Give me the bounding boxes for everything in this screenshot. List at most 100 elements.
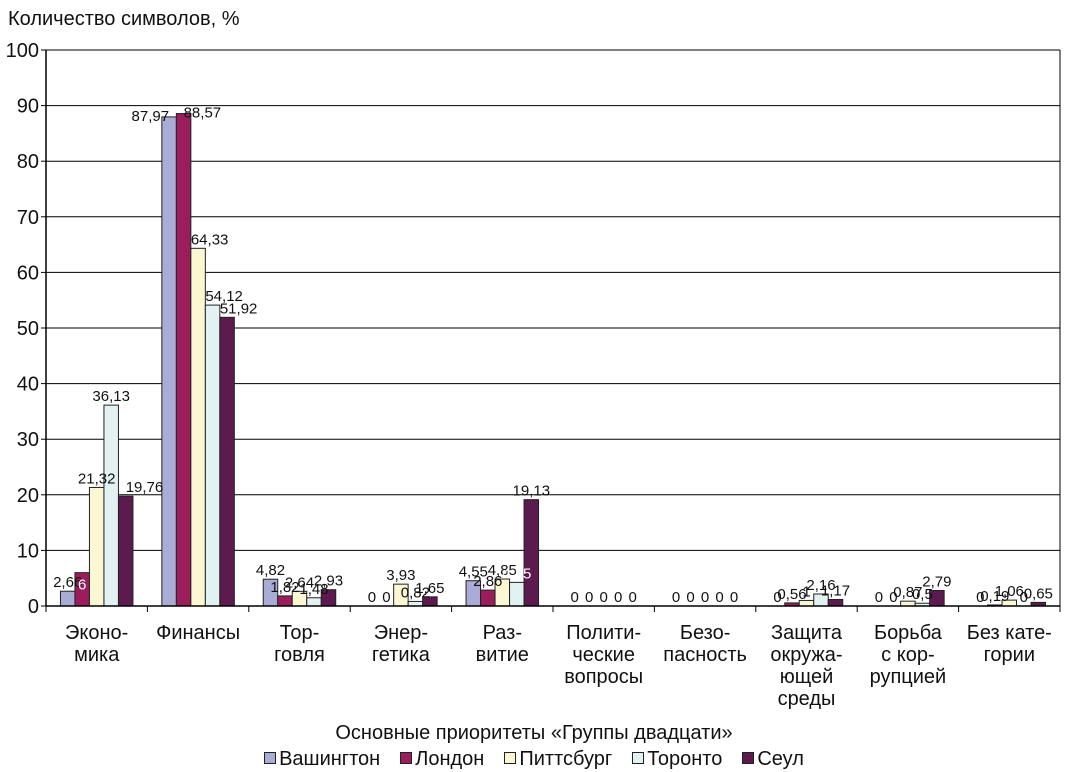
bar xyxy=(117,495,134,607)
data-label: 21,32 xyxy=(78,470,116,487)
legend: Вашингтон Лондон Питтсбург Торонто Сеул xyxy=(0,748,1068,771)
data-label: 3,93 xyxy=(386,567,415,584)
legend-swatch xyxy=(400,752,413,764)
legend-item: Вашингтон xyxy=(264,748,380,771)
data-label: 1 xyxy=(802,583,810,600)
legend-swatch xyxy=(504,752,517,764)
data-label: 2,79 xyxy=(922,573,951,590)
y-tick-label: 30 xyxy=(17,429,39,451)
x-category-label: Энер-гетика xyxy=(372,622,431,666)
y-tick-label: 70 xyxy=(17,207,39,229)
data-label: 19,76 xyxy=(126,479,164,496)
data-label: 0 xyxy=(672,589,680,606)
data-label: 2,66 xyxy=(53,574,82,591)
data-label: 0 xyxy=(875,589,883,606)
data-label: 0,19 xyxy=(980,588,1009,605)
data-label: 0 xyxy=(614,589,622,606)
bar xyxy=(277,595,293,607)
legend-swatch xyxy=(264,752,277,764)
bar xyxy=(523,499,540,607)
data-label: 0,87 xyxy=(893,584,922,601)
bar xyxy=(190,247,206,607)
x-axis-title: Основные приоритеты «Группы двадцати» xyxy=(335,722,733,744)
legend-label: Вашингтон xyxy=(279,748,381,770)
bar xyxy=(827,598,844,607)
data-label: 4,85 xyxy=(488,562,517,579)
data-label: 4,55 xyxy=(459,564,488,581)
bar xyxy=(88,486,105,607)
data-label: 0,65 xyxy=(1024,585,1053,602)
data-label: 1,82 xyxy=(270,579,299,596)
data-label: 0,82 xyxy=(401,584,430,601)
bar xyxy=(161,116,177,607)
bar xyxy=(219,316,235,607)
legend-label: Сеул xyxy=(757,748,804,770)
y-tick-label: 100 xyxy=(6,40,39,62)
y-axis-title: Количество символов, % xyxy=(8,8,240,30)
y-tick-label: 20 xyxy=(17,485,39,507)
x-category-label: Раз-витие xyxy=(476,622,529,666)
data-label: 0,5 xyxy=(912,586,933,603)
legend-item: Сеул xyxy=(742,748,804,771)
x-category-label: Без кате-гории xyxy=(967,622,1052,666)
data-label: 1,17 xyxy=(821,582,850,599)
y-tick-label: 90 xyxy=(17,96,39,118)
data-label: 1,06 xyxy=(995,583,1024,600)
legend-swatch xyxy=(742,752,755,764)
data-label: 87,97 xyxy=(132,108,170,125)
x-category-label: Безо-пасность xyxy=(663,622,747,666)
data-label: 0 xyxy=(773,589,781,606)
data-label: 0 xyxy=(368,589,376,606)
data-label: 1,48 xyxy=(299,581,328,598)
data-label: 0 xyxy=(701,589,709,606)
x-category-label: Полити-ческие вопросы xyxy=(564,622,643,688)
legend-item: Питтсбург xyxy=(504,748,612,771)
bar xyxy=(480,589,496,607)
data-label: 88,57 xyxy=(184,105,222,122)
data-label: 1,65 xyxy=(415,580,444,597)
data-label: 54,12 xyxy=(205,288,243,305)
legend-label: Торонто xyxy=(647,748,723,770)
y-tick-label: 0 xyxy=(28,596,39,618)
data-label: 2,86 xyxy=(473,573,502,590)
data-label: 2,64 xyxy=(285,574,314,591)
y-tick-label: 50 xyxy=(17,318,39,340)
bar xyxy=(509,581,525,607)
legend-item: Лондон xyxy=(400,748,484,771)
data-label: 51,92 xyxy=(220,300,258,317)
data-label: 0 xyxy=(976,589,984,606)
data-label: 2,16 xyxy=(806,577,835,594)
y-tick-label: 80 xyxy=(17,151,39,173)
x-category-label: Защита окружа-ющей среды xyxy=(770,622,842,710)
data-label: 0 xyxy=(889,589,897,606)
data-label: 0,56 xyxy=(777,586,806,603)
bar xyxy=(306,597,322,607)
data-label: 6 xyxy=(78,577,86,594)
data-label: 0 xyxy=(382,589,390,606)
x-category-label: Тор-говля xyxy=(274,622,325,666)
y-tick-label: 10 xyxy=(17,540,39,562)
data-label: 2,93 xyxy=(314,573,343,590)
x-category-label: Финансы xyxy=(156,622,240,644)
data-label: 4,25 xyxy=(502,565,531,582)
data-label: 0 xyxy=(585,589,593,606)
data-label: 36,13 xyxy=(92,388,130,405)
bar xyxy=(175,113,192,607)
data-label: 64,33 xyxy=(191,231,229,248)
data-label: 4,82 xyxy=(256,562,285,579)
data-label: 0 xyxy=(571,589,579,606)
data-label: 19,13 xyxy=(513,483,551,500)
bar xyxy=(103,404,119,607)
y-tick-label: 40 xyxy=(17,374,39,396)
legend-label: Лондон xyxy=(415,748,485,770)
data-label: 0 xyxy=(1020,589,1028,606)
legend-swatch xyxy=(632,752,645,764)
x-category-label: Эконо-мика xyxy=(65,622,128,666)
legend-label: Питтсбург xyxy=(519,748,613,770)
x-category-label: Борьба с кор-рупцией xyxy=(870,622,947,688)
bar xyxy=(204,304,221,607)
legend-item: Торонто xyxy=(632,748,722,771)
data-label: 0 xyxy=(730,589,738,606)
y-tick-label: 60 xyxy=(17,262,39,284)
